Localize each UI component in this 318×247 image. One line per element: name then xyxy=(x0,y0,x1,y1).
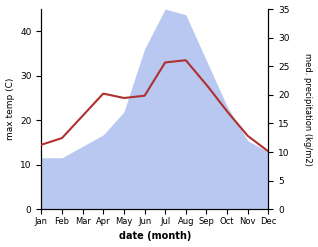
Y-axis label: med. precipitation (kg/m2): med. precipitation (kg/m2) xyxy=(303,53,313,165)
X-axis label: date (month): date (month) xyxy=(119,231,191,242)
Y-axis label: max temp (C): max temp (C) xyxy=(5,78,15,140)
